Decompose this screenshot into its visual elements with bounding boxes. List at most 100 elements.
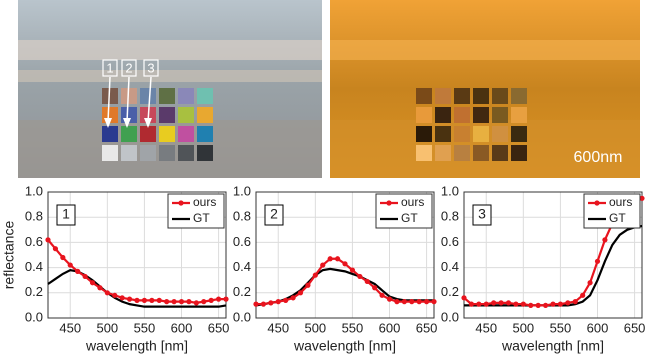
x-tick-label: 600 [587, 320, 609, 335]
legend-label: GT [193, 211, 210, 225]
checker-patch [159, 126, 175, 142]
x-tick-label: 500 [304, 320, 326, 335]
x-tick-label: 600 [171, 320, 193, 335]
marker-box [121, 59, 137, 77]
checker-patch [416, 126, 432, 142]
data-point [320, 262, 326, 268]
y-tick-label: 0.6 [233, 234, 251, 249]
y-axis-label: reflectance [1, 221, 17, 290]
legend-marker [386, 200, 392, 206]
data-point [178, 299, 185, 305]
marker-label: 3 [147, 60, 154, 75]
checker-patch [102, 145, 118, 161]
data-point [305, 282, 311, 288]
data-point [253, 301, 259, 307]
legend-label: GT [401, 211, 418, 225]
checker-patch [140, 126, 156, 142]
legend-label: GT [609, 211, 626, 225]
checker-patch [178, 88, 194, 104]
data-point [297, 290, 304, 296]
data-point [498, 300, 504, 306]
marker-arrow [147, 76, 152, 123]
x-tick-label: 450 [475, 320, 497, 335]
panel-label: 2 [270, 206, 278, 222]
marker-box [143, 59, 159, 77]
checker-patch [511, 88, 527, 104]
x-tick-label: 600 [379, 320, 401, 335]
band-label: 600nm [574, 149, 623, 166]
data-point [97, 285, 103, 291]
data-point [67, 262, 73, 268]
x-tick-label: 650 [624, 320, 646, 335]
data-point [602, 237, 608, 243]
checker-patch [511, 107, 527, 123]
checker-patch [121, 126, 137, 142]
y-tick-label: 0.6 [441, 234, 459, 249]
data-point [134, 297, 140, 303]
checker-patch [435, 88, 451, 104]
data-point [223, 296, 229, 302]
checker-patch [416, 107, 432, 123]
checker-patch [473, 88, 489, 104]
data-point [312, 272, 318, 278]
data-point [260, 301, 267, 307]
data-point [483, 301, 489, 307]
data-point [468, 301, 475, 307]
marker-arrow [126, 76, 130, 123]
data-point [572, 299, 578, 305]
x-axis-label: wavelength [nm] [293, 338, 396, 354]
y-tick-label: 0.2 [233, 284, 251, 299]
checker-patch [416, 88, 432, 104]
data-point [201, 299, 207, 305]
data-point [164, 299, 170, 305]
data-point [557, 301, 564, 307]
data-point [126, 296, 133, 302]
chart: 0.0 0.2 0.4 0.6 0.8 1.0 450 500 550 600 650 wavelen… [1, 183, 230, 353]
x-tick-label: 500 [96, 320, 118, 335]
panel-label-box [472, 204, 492, 226]
data-point [535, 302, 541, 308]
data-point [431, 299, 437, 305]
x-axis-label: wavelength [nm] [85, 338, 188, 354]
y-tick-label: 0.0 [233, 309, 251, 324]
checker-patch [159, 145, 175, 161]
axes-box [463, 191, 643, 319]
y-tick-label: 0.8 [233, 209, 251, 224]
checker-patch [454, 107, 470, 123]
checker-patch [454, 88, 470, 104]
checker-patch [435, 126, 451, 142]
checker-patch [178, 107, 194, 123]
legend-marker [178, 200, 184, 206]
checker-patch [473, 145, 489, 161]
data-point [505, 300, 512, 306]
checker-patch [140, 88, 156, 104]
photo-600nm [330, 0, 640, 178]
marker-arrowhead [144, 118, 152, 128]
data-point [141, 297, 148, 303]
panel-label-box [56, 204, 76, 226]
y-tick-label: 0.4 [25, 259, 43, 274]
data-point [193, 300, 199, 306]
data-point [268, 300, 274, 306]
checker-patch [454, 145, 470, 161]
checker-patch [102, 126, 118, 142]
legend-box [583, 193, 641, 229]
data-point [45, 237, 51, 243]
y-tick-label: 0.8 [25, 209, 43, 224]
photo-rgb [18, 0, 322, 178]
checker-patch [197, 145, 213, 161]
y-tick-label: 1.0 [25, 183, 43, 198]
marker-arrowhead [123, 118, 131, 128]
data-point [149, 297, 155, 303]
legend-label: ours [609, 195, 632, 209]
data-point [275, 299, 281, 305]
data-point [580, 292, 586, 298]
marker-arrow [107, 76, 111, 123]
axes-box [255, 191, 435, 319]
checker-patch [511, 145, 527, 161]
data-point [327, 256, 333, 262]
x-tick-label: 450 [267, 320, 289, 335]
data-point [461, 295, 467, 301]
marker-arrowhead [104, 118, 112, 128]
